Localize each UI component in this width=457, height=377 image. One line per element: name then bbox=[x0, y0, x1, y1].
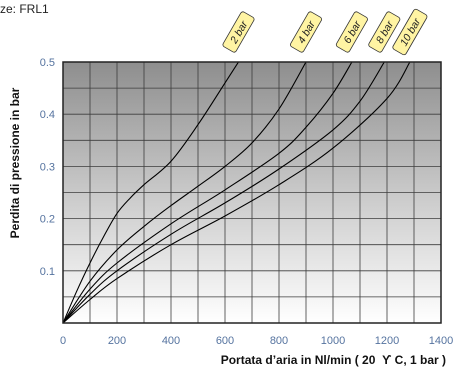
x-tick-label: 0 bbox=[60, 335, 66, 347]
curves bbox=[63, 62, 411, 323]
y-axis-ticks: 0.1 0.2 0.3 0.4 0.5 bbox=[40, 57, 55, 278]
plot-border bbox=[62, 61, 442, 324]
x-tick-label: 1200 bbox=[375, 335, 399, 347]
series-tag-6-bar: 6 bar bbox=[335, 11, 368, 53]
x-tick-label: 1000 bbox=[321, 335, 345, 347]
series-line-10-bar bbox=[63, 62, 411, 323]
series-tag-box bbox=[368, 11, 401, 53]
x-tick-label: 400 bbox=[162, 335, 180, 347]
series-tag-box bbox=[290, 11, 322, 53]
series-tag-4-bar: 4 bar bbox=[290, 11, 322, 53]
series-line-2-bar bbox=[63, 62, 239, 323]
x-tick-label: 1400 bbox=[429, 335, 453, 347]
series-line-4-bar bbox=[63, 62, 307, 323]
y-tick-label: 0.2 bbox=[40, 214, 55, 226]
y-tick-label: 0.4 bbox=[40, 109, 55, 121]
series-tag-box bbox=[392, 8, 428, 56]
series-line-8-bar bbox=[63, 62, 385, 323]
y-tick-label: 0.3 bbox=[40, 161, 55, 173]
series-tags: 2 bar 4 bar 6 bar 8 bar 10 bar bbox=[222, 8, 428, 56]
y-tick-label: 0.5 bbox=[40, 57, 55, 69]
grid bbox=[63, 62, 441, 323]
x-axis-label: Portata d’aria in Nl/min ( 20 ϒ C, 1 bar… bbox=[221, 353, 446, 367]
x-tick-label: 200 bbox=[108, 335, 126, 347]
x-axis-ticks: 0 200 400 600 800 1000 1200 1400 bbox=[60, 335, 453, 347]
series-tag-box bbox=[335, 11, 368, 53]
series-tag-2-bar: 2 bar bbox=[222, 11, 255, 53]
x-tick-label: 600 bbox=[216, 335, 234, 347]
series-tag-10-bar: 10 bar bbox=[392, 8, 428, 56]
series-tag-box bbox=[222, 11, 255, 53]
y-tick-label: 0.1 bbox=[40, 266, 55, 278]
x-tick-label: 800 bbox=[270, 335, 288, 347]
size-caption: ze: FRL1 bbox=[0, 2, 49, 16]
series-line-6-bar bbox=[63, 62, 353, 323]
y-axis-label: Perdita di pressione in bar bbox=[8, 87, 22, 238]
